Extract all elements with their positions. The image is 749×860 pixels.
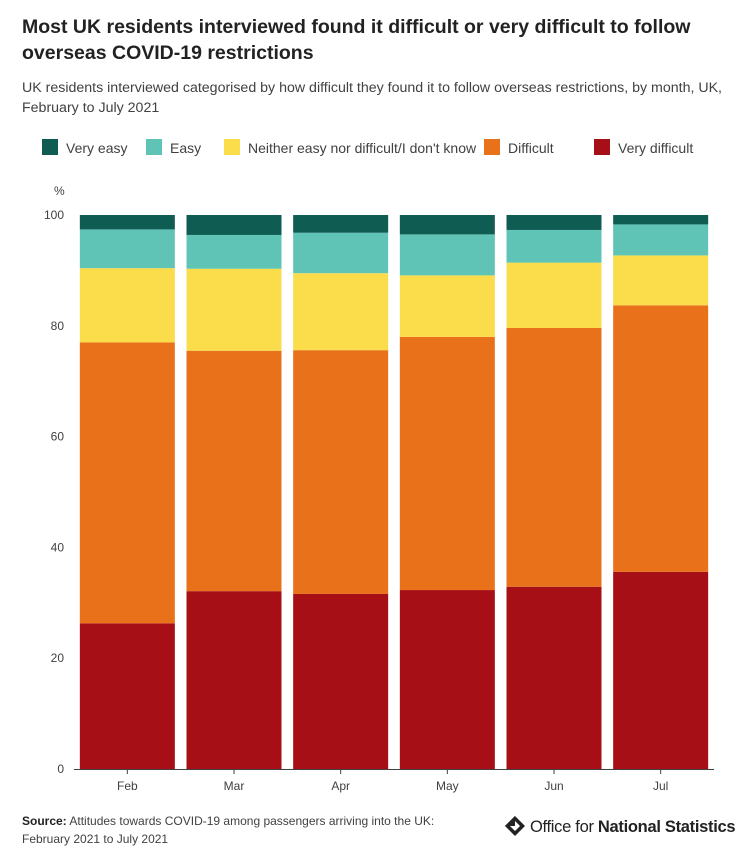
stacked-bar-chart: % 0 20 40 60 80 100 Feb Mar Apr May Jun Jul xyxy=(44,184,714,793)
bar-segment-very-difficult-jul xyxy=(613,571,709,769)
bar-segment-very-easy-jul xyxy=(613,215,709,225)
x-tick-label: Apr xyxy=(331,779,350,793)
bar-segment-easy-may xyxy=(399,234,495,276)
legend-label: Easy xyxy=(170,140,202,156)
source-label: Source: xyxy=(22,814,67,828)
legend-label: Difficult xyxy=(508,140,554,156)
y-tick-label: 20 xyxy=(51,651,65,665)
bar-segment-very-easy-apr xyxy=(293,215,389,233)
bar-segment-neither-easy-nor-difficult-i-don-t-know-may xyxy=(399,275,495,337)
chart-subtitle: UK residents interviewed categorised by … xyxy=(22,80,722,116)
source-text: Attitudes towards COVID-19 among passeng… xyxy=(22,814,435,846)
bar-segment-easy-apr xyxy=(293,232,389,274)
bar-segment-difficult-jun xyxy=(506,328,602,587)
bar-segment-easy-jul xyxy=(613,224,709,256)
ons-logo-prefix: Office for xyxy=(530,818,598,836)
y-tick-label: 80 xyxy=(51,319,65,333)
legend-swatch xyxy=(484,139,500,155)
bar-segment-very-difficult-jun xyxy=(506,586,602,769)
x-tick-label: Feb xyxy=(117,779,138,793)
bar-segment-easy-feb xyxy=(79,229,175,269)
bar-segment-neither-easy-nor-difficult-i-don-t-know-jun xyxy=(506,262,602,329)
bar-segment-difficult-feb xyxy=(79,342,175,624)
bar-segment-very-easy-mar xyxy=(186,215,282,235)
legend-swatch xyxy=(594,139,610,155)
ons-logo-icon xyxy=(505,816,525,836)
source-note: Source: Attitudes towards COVID-19 among… xyxy=(22,812,482,848)
bar-segment-very-difficult-may xyxy=(399,590,495,769)
x-tick-label: May xyxy=(436,779,459,793)
bar-segment-easy-jun xyxy=(506,229,602,263)
bar-segment-very-easy-feb xyxy=(79,215,175,230)
bar-segment-very-easy-jun xyxy=(506,215,602,230)
y-tick-label: 100 xyxy=(44,208,64,222)
bar-segment-very-difficult-feb xyxy=(79,623,175,769)
bar-segment-very-difficult-mar xyxy=(186,591,282,769)
bar-segment-neither-easy-nor-difficult-i-don-t-know-mar xyxy=(186,268,282,351)
legend-swatch xyxy=(42,139,58,155)
y-tick-label: 60 xyxy=(51,430,65,444)
bar-segment-easy-mar xyxy=(186,234,282,269)
bar-segment-neither-easy-nor-difficult-i-don-t-know-feb xyxy=(79,268,175,343)
bar-segment-neither-easy-nor-difficult-i-don-t-know-jul xyxy=(613,255,709,306)
legend-swatch xyxy=(146,139,162,155)
x-tick-label: Jun xyxy=(544,779,563,793)
x-tick-label: Jul xyxy=(653,779,668,793)
legend-label: Very difficult xyxy=(618,140,694,156)
bar-segment-very-easy-may xyxy=(399,215,495,235)
y-tick-label: 40 xyxy=(51,540,65,554)
bar-segment-neither-easy-nor-difficult-i-don-t-know-apr xyxy=(293,273,389,351)
bar-segment-difficult-mar xyxy=(186,350,282,592)
legend-swatch xyxy=(224,139,240,155)
y-tick-label: 0 xyxy=(57,762,64,776)
x-tick-label: Mar xyxy=(224,779,245,793)
bar-segment-difficult-apr xyxy=(293,350,389,594)
y-axis-unit-label: % xyxy=(54,184,65,198)
legend-label: Neither easy nor difficult/I don't know xyxy=(248,140,477,156)
ons-logo-bold: National Statistics xyxy=(597,818,736,836)
bar-segment-difficult-jul xyxy=(613,305,709,572)
chart-title: Most UK residents interviewed found it d… xyxy=(22,16,691,64)
legend-label: Very easy xyxy=(66,140,128,156)
bar-segment-very-difficult-apr xyxy=(293,593,389,769)
ons-logo-text: Office for National Statistics xyxy=(530,817,736,837)
bar-segment-difficult-may xyxy=(399,336,495,591)
